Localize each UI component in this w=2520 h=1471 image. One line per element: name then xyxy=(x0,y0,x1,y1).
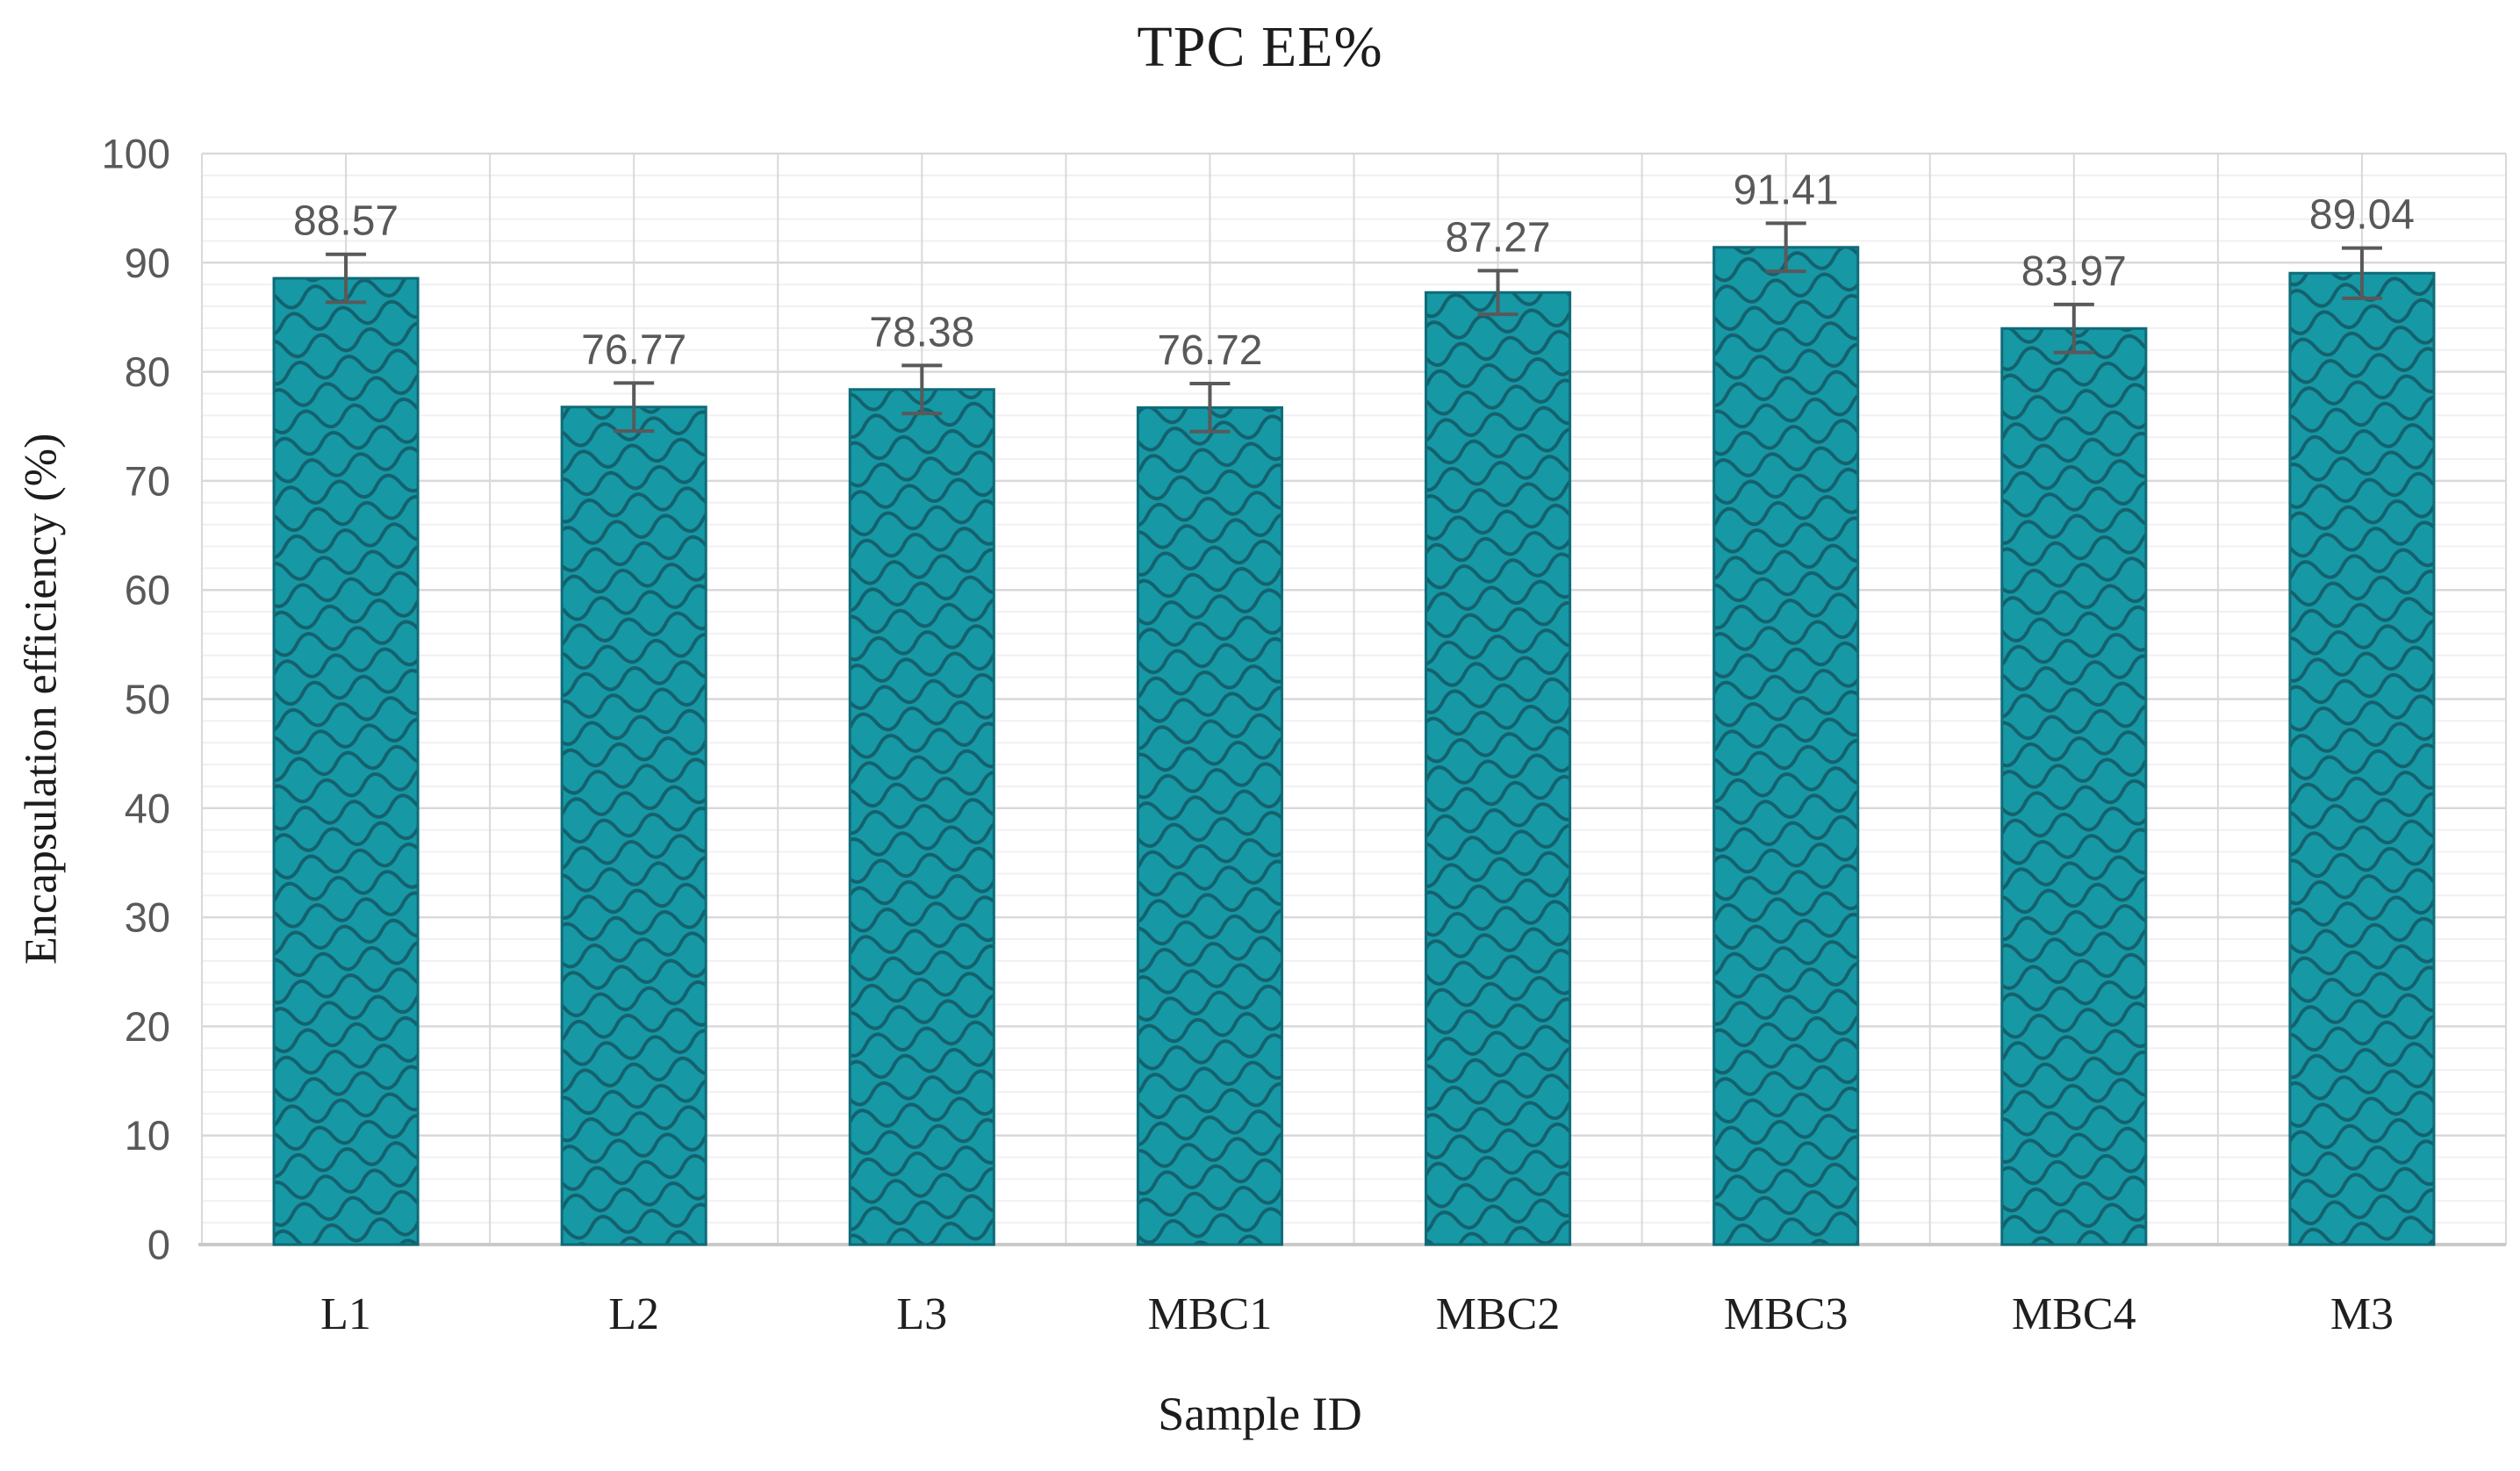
error-bar xyxy=(1765,221,1806,274)
bar-value-label: 76.72 xyxy=(1157,327,1262,374)
bar-value-label: 88.57 xyxy=(293,198,398,245)
bar-value-label: 78.38 xyxy=(869,309,974,355)
x-tick-label: L1 xyxy=(320,1289,371,1339)
y-tick-label: 0 xyxy=(147,1221,170,1267)
bar xyxy=(272,276,420,1246)
error-bar xyxy=(2053,302,2094,355)
y-tick-label: 50 xyxy=(125,676,170,722)
x-axis-title: Sample ID xyxy=(1158,1388,1362,1440)
x-tick-label: MBC1 xyxy=(1148,1289,1273,1339)
x-tick-label: M3 xyxy=(2330,1289,2394,1339)
error-bar xyxy=(326,252,367,305)
bar xyxy=(2288,271,2436,1246)
y-tick-label: 20 xyxy=(125,1003,170,1050)
y-tick-label: 60 xyxy=(125,567,170,614)
bar-value-label: 87.27 xyxy=(1446,214,1551,261)
x-tick-label: MBC4 xyxy=(2012,1289,2136,1339)
bar xyxy=(1712,246,1860,1246)
y-tick-label: 10 xyxy=(125,1112,170,1159)
bar xyxy=(2000,326,2148,1246)
bar-value-label: 89.04 xyxy=(2309,192,2415,239)
bar-value-label: 83.97 xyxy=(2021,248,2127,295)
error-bar xyxy=(1477,269,1518,317)
y-tick-label: 90 xyxy=(125,240,170,286)
error-bar xyxy=(2341,246,2382,300)
error-bar xyxy=(614,381,655,434)
x-tick-label: L2 xyxy=(608,1289,659,1339)
y-tick-label: 30 xyxy=(125,894,170,941)
bar xyxy=(1425,291,1572,1246)
x-tick-label: MBC3 xyxy=(1724,1289,1849,1339)
y-tick-label: 70 xyxy=(125,457,170,504)
bar-value-label: 76.77 xyxy=(581,326,686,373)
bar-value-label: 91.41 xyxy=(1734,167,1839,213)
bar xyxy=(1136,405,1283,1246)
error-bar xyxy=(1189,382,1231,434)
x-tick-label: L3 xyxy=(896,1289,947,1339)
error-bar xyxy=(901,363,943,416)
y-tick-label: 40 xyxy=(125,785,170,831)
y-tick-label: 80 xyxy=(125,348,170,395)
chart-title: TPC EE% xyxy=(1137,15,1383,79)
bar xyxy=(848,388,995,1246)
x-tick-label: MBC2 xyxy=(1436,1289,1561,1339)
bar xyxy=(560,405,707,1246)
y-tick-label: 100 xyxy=(102,130,170,176)
